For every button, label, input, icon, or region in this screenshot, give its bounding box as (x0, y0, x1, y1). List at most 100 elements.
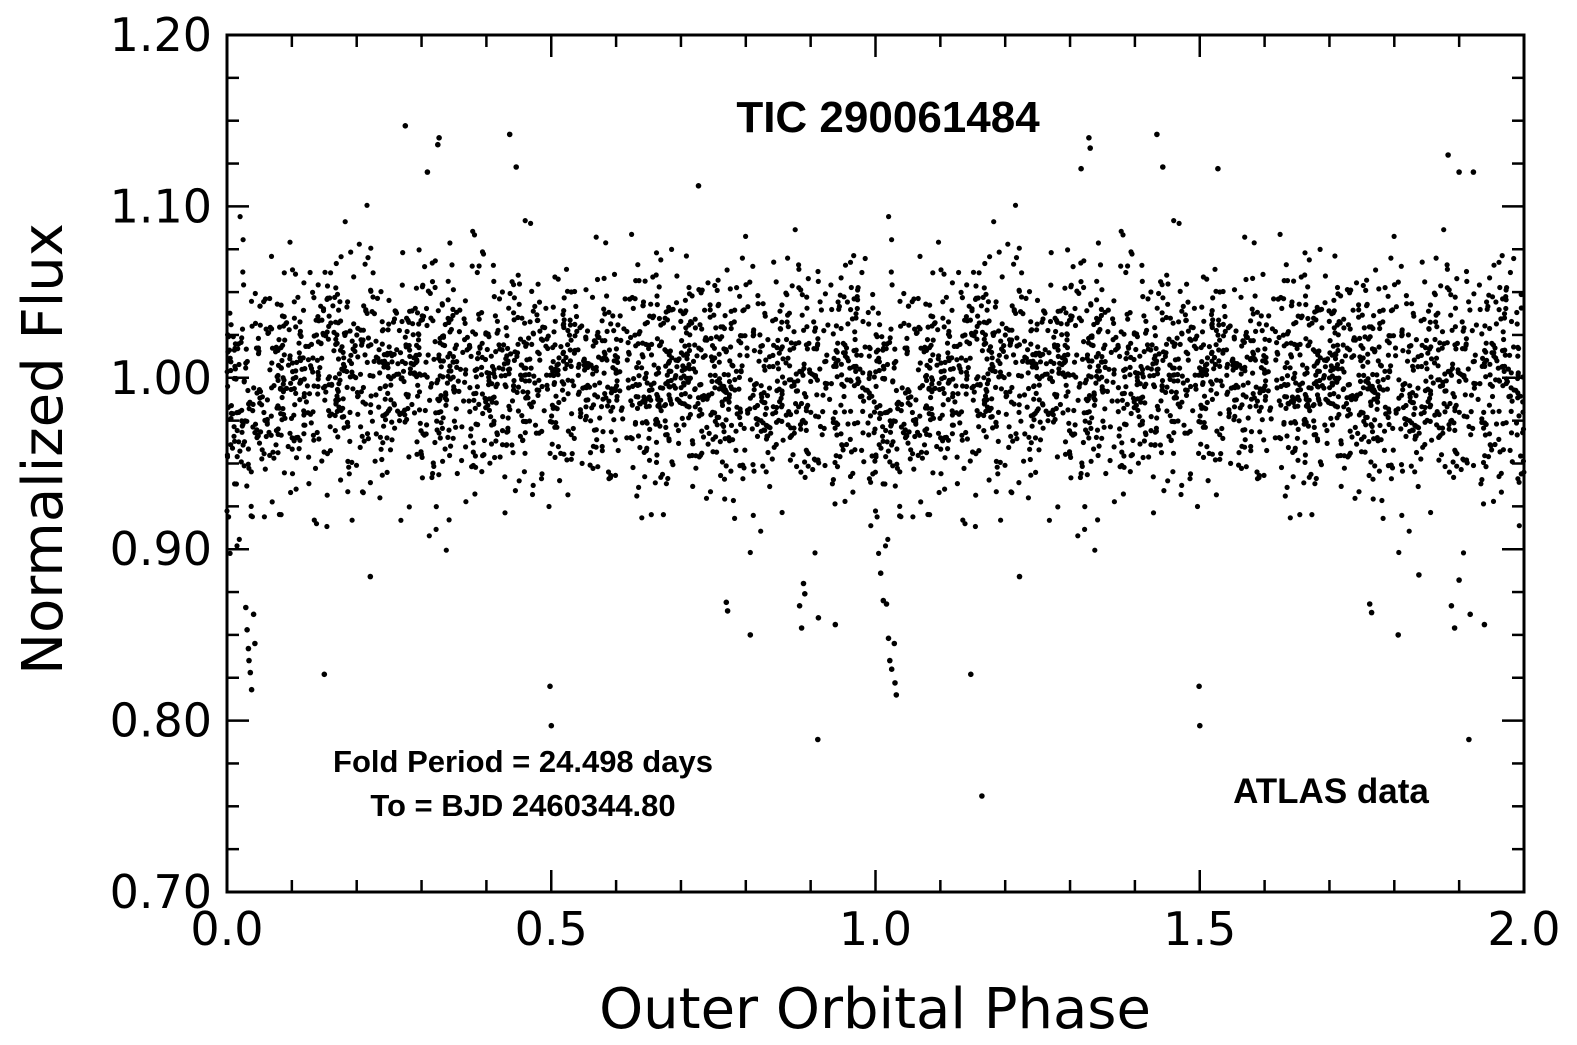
data-point (1334, 342, 1341, 348)
data-point (280, 342, 286, 348)
x-tick-label: 0.0 (190, 902, 263, 956)
data-point (1172, 394, 1179, 400)
data-point (921, 349, 927, 355)
data-point (1220, 288, 1226, 295)
data-point (908, 447, 914, 453)
data-point (311, 517, 317, 523)
data-point (1297, 352, 1303, 358)
data-point (721, 476, 728, 482)
data-point (963, 357, 969, 363)
data-point (852, 447, 858, 453)
data-point (287, 430, 293, 436)
data-point (1111, 320, 1117, 326)
data-point (1138, 399, 1144, 405)
data-point (866, 344, 872, 350)
data-point (333, 336, 339, 342)
data-point (801, 327, 807, 333)
data-point (1084, 352, 1091, 358)
data-point (1365, 376, 1371, 382)
data-point (792, 227, 798, 233)
data-point (697, 407, 703, 413)
data-point (271, 455, 277, 461)
data-point (1303, 396, 1309, 402)
data-point (1252, 293, 1258, 299)
data-point (917, 413, 923, 419)
data-point-outlier (1086, 135, 1092, 141)
data-point (1261, 387, 1267, 394)
data-point (471, 397, 477, 403)
data-point (347, 374, 353, 380)
data-point (879, 433, 886, 439)
data-point (1122, 366, 1128, 372)
data-point (1124, 311, 1130, 317)
data-point (279, 357, 285, 364)
data-point (1360, 363, 1366, 369)
data-point (970, 397, 976, 403)
data-point (345, 299, 351, 305)
data-point (1477, 381, 1483, 387)
data-point (637, 444, 643, 451)
data-point (888, 326, 894, 332)
data-point (1345, 382, 1351, 388)
data-point (453, 342, 459, 348)
data-point (873, 369, 879, 375)
data-point (741, 465, 747, 471)
data-point (228, 410, 234, 416)
data-point (958, 355, 965, 361)
data-point (1399, 392, 1405, 398)
data-point (1403, 421, 1409, 427)
data-point (739, 255, 746, 261)
data-point (929, 381, 935, 387)
data-point (652, 480, 658, 486)
data-point (1341, 325, 1347, 331)
data-point (1274, 340, 1280, 346)
data-point (1263, 378, 1269, 384)
data-point (1334, 284, 1341, 291)
data-point (1425, 350, 1431, 356)
data-point (1198, 441, 1204, 447)
data-point (1446, 287, 1452, 293)
data-point (1480, 355, 1486, 361)
data-point (328, 270, 334, 276)
data-point (674, 364, 680, 370)
data-point (1171, 365, 1177, 371)
data-point (494, 430, 500, 436)
data-point (383, 383, 389, 389)
data-point (516, 478, 522, 484)
data-point (388, 397, 394, 403)
data-point (603, 356, 609, 362)
data-point (966, 340, 973, 346)
data-point (723, 349, 729, 355)
data-point (1055, 353, 1061, 359)
data-point (707, 302, 713, 308)
data-point (901, 290, 907, 297)
data-point (959, 295, 966, 301)
data-point (440, 415, 446, 421)
data-point (932, 385, 938, 391)
data-point (1459, 319, 1465, 325)
data-point (378, 289, 384, 295)
data-point (709, 358, 715, 364)
data-point (1302, 391, 1308, 398)
data-point (1408, 463, 1414, 469)
data-point (416, 371, 423, 377)
data-point (567, 317, 573, 323)
data-point (1350, 307, 1356, 313)
data-point (582, 367, 588, 373)
data-point (467, 409, 473, 415)
data-point (1334, 362, 1341, 368)
data-point (1217, 432, 1223, 438)
data-point (1230, 367, 1236, 373)
data-point (804, 324, 810, 330)
data-point (799, 292, 805, 298)
data-point (456, 388, 462, 394)
data-point (1282, 394, 1288, 400)
data-point (949, 412, 956, 418)
data-point (261, 451, 267, 457)
data-point (1126, 345, 1132, 351)
data-point (1508, 430, 1515, 436)
data-point (615, 447, 621, 454)
data-point (1063, 310, 1069, 316)
data-point (1499, 348, 1506, 354)
data-point (906, 388, 912, 395)
